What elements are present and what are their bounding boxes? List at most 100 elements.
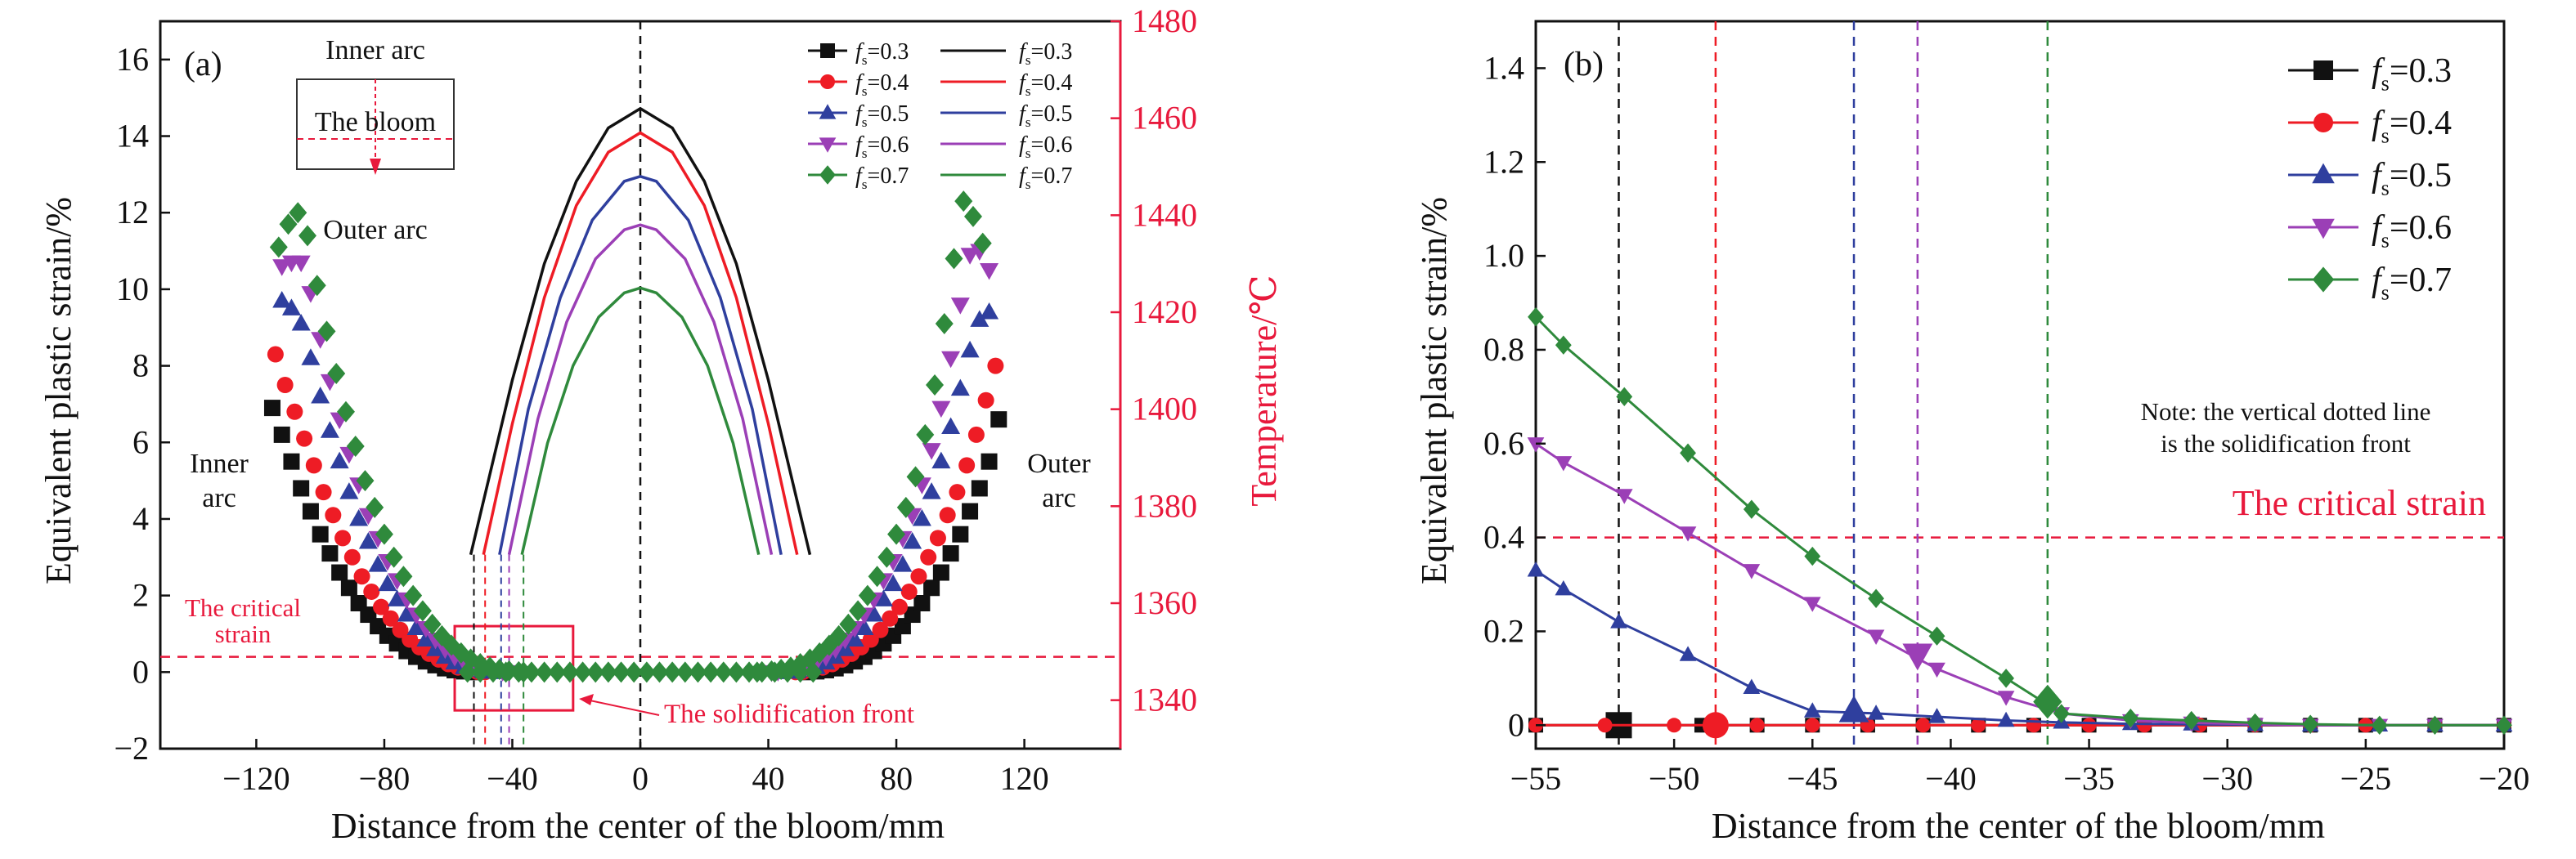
strain-point-a-0 <box>273 426 290 443</box>
y-tick-label-a: 4 <box>132 500 149 537</box>
solidification-front-arrow-head <box>579 694 594 705</box>
outer-arc-label-line1: Outer <box>1027 449 1091 479</box>
strain-point-a-0 <box>340 579 357 597</box>
series-point-b-2 <box>1867 705 1885 720</box>
strain-point-a-0 <box>331 564 348 581</box>
strain-point-a-4 <box>269 236 288 258</box>
strain-point-a-3 <box>931 400 951 418</box>
series-point-b-4 <box>2426 715 2444 735</box>
series-point-b-2 <box>1610 613 1627 629</box>
legend-b-marker-1 <box>2313 113 2333 132</box>
series-point-b-1 <box>1915 718 1931 733</box>
y-tick-label-a: 2 <box>132 577 149 614</box>
strain-point-a-0 <box>913 595 931 611</box>
strain-point-a-4 <box>926 374 945 396</box>
strain-point-a-2 <box>311 387 330 404</box>
strain-point-a-2 <box>406 618 426 635</box>
x-tick-label-a: 120 <box>1000 760 1049 797</box>
series-point-b-2 <box>1997 711 2015 727</box>
series-point-b-3 <box>1743 564 1761 579</box>
y-tick-label-a: 12 <box>116 194 149 230</box>
strain-point-a-1 <box>958 457 976 474</box>
x-tick-label-b: −35 <box>2063 760 2115 797</box>
strain-point-a-4 <box>877 546 896 568</box>
inset-outer-arc: Outer arc <box>323 215 427 245</box>
strain-point-a-4 <box>935 313 954 335</box>
strain-point-a-plateau <box>675 661 694 683</box>
y-tick-label-a: −2 <box>114 730 149 767</box>
y-tick-label-a: 14 <box>116 118 149 154</box>
series-point-b-4 <box>2371 715 2388 735</box>
x-tick-label-a: 40 <box>752 760 785 797</box>
panel-b-front-lines <box>1618 21 2049 749</box>
y-tick-label-b: 1.2 <box>1483 143 1524 180</box>
inset-bloom-label: The bloom <box>315 107 436 137</box>
legend-b-label-3: fs=0.6 <box>2372 209 2452 253</box>
y-tick-label-b: 0.4 <box>1483 519 1524 556</box>
strain-point-a-plateau <box>560 661 579 683</box>
strain-point-a-2 <box>845 629 864 646</box>
strain-point-a-1 <box>296 430 313 447</box>
x-tick-label-b: −20 <box>2479 760 2530 797</box>
x-tick-label-a: −40 <box>487 760 538 797</box>
strain-point-a-2 <box>960 340 980 358</box>
x-tick-label-a: −80 <box>359 760 411 797</box>
critical-strain-label-a-line2: strain <box>215 620 272 648</box>
legend-a-marker-4 <box>819 165 836 185</box>
strain-point-a-plateau <box>637 661 656 683</box>
strain-point-a-0 <box>923 579 940 597</box>
series-point-b-3 <box>1997 691 2015 706</box>
series-point-b-1 <box>1805 718 1820 733</box>
panel-a-strain-markers <box>263 190 1008 683</box>
strain-point-a-1 <box>891 598 908 615</box>
front-marker-b-4 <box>2033 684 2062 719</box>
strain-point-a-4 <box>336 400 355 423</box>
strain-point-a-plateau <box>548 661 567 683</box>
strain-point-a-plateau <box>496 661 515 683</box>
strain-point-a-4 <box>279 213 298 235</box>
strain-point-a-4 <box>413 600 432 622</box>
series-point-b-3 <box>1867 629 1885 645</box>
strain-point-a-2 <box>950 378 970 396</box>
strain-point-a-0 <box>312 526 329 543</box>
strain-point-a-2 <box>358 532 378 549</box>
critical-strain-label-b: The critical strain <box>2233 483 2486 523</box>
legend-a-marker-1 <box>820 74 835 89</box>
panel-b: −55 −50 −45 −40 −35 −30 −25 −20 0 0.2 0.4 0.6 0.8 1.… <box>1414 20 2530 846</box>
strain-point-a-1 <box>949 484 966 501</box>
legend-b-marker-0 <box>2313 60 2333 80</box>
strain-point-a-1 <box>286 403 303 420</box>
legend-a-marker-label-3: fs=0.6 <box>855 132 909 161</box>
strain-point-a-2 <box>922 482 941 499</box>
strain-point-a-1 <box>315 484 332 501</box>
x-tick-label-b: −30 <box>2201 760 2253 797</box>
strain-point-a-4 <box>849 600 868 622</box>
strain-point-a-4 <box>346 435 365 457</box>
panel-b-series <box>1527 307 2513 739</box>
series-point-b-2 <box>1527 561 1545 577</box>
temperature-curve-1 <box>482 131 799 556</box>
inset-inner-arc: Inner arc <box>325 35 425 65</box>
x-tick-label-a: 80 <box>880 760 913 797</box>
series-point-b-4 <box>1928 626 1945 646</box>
strain-point-a-4 <box>819 634 838 656</box>
strain-point-a-4 <box>356 470 375 492</box>
strain-point-a-4 <box>906 466 925 488</box>
legend-a-line-label-2: fs=0.5 <box>1019 101 1072 130</box>
series-point-b-2 <box>1743 678 1761 695</box>
strain-point-a-2 <box>281 298 301 315</box>
strain-point-a-3 <box>980 262 999 280</box>
series-point-b-4 <box>1743 499 1760 519</box>
series-point-b-1 <box>1667 718 1682 733</box>
solidification-front-label: The solidification front <box>664 700 914 729</box>
strain-point-a-1 <box>872 621 889 638</box>
strain-point-a-plateau <box>727 661 746 683</box>
strain-point-a-plateau <box>535 661 554 683</box>
legend-a-marker-2 <box>819 104 837 119</box>
strain-point-a-2 <box>931 451 951 469</box>
strain-point-a-3 <box>950 298 970 315</box>
y2-tick-label-a: 1340 <box>1132 682 1197 718</box>
panel-a-label: (a) <box>184 46 222 83</box>
strain-point-a-2 <box>893 555 913 572</box>
series-point-b-3 <box>1679 526 1697 542</box>
